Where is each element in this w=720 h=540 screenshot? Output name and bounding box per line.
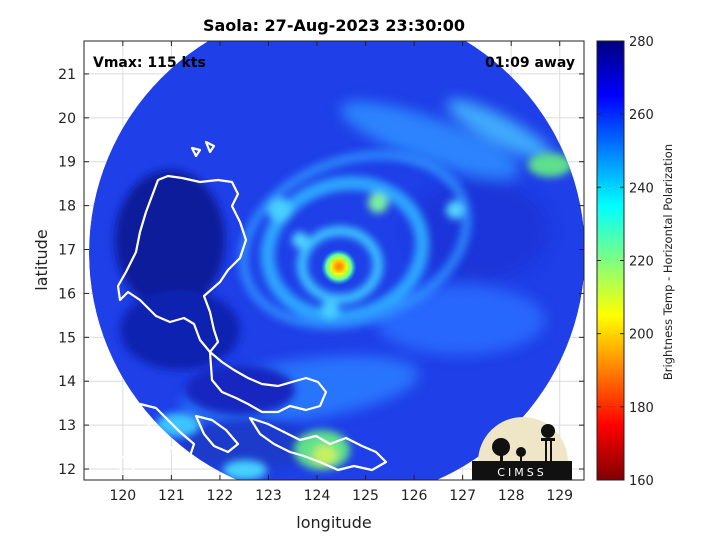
coastline: [116, 140, 388, 478]
y-tick-label: 17: [58, 243, 76, 259]
x-tick-label: 129: [546, 488, 573, 504]
y-tick-label: 14: [58, 374, 76, 390]
x-tick-label: 124: [304, 488, 331, 504]
x-tick-label: 123: [255, 488, 282, 504]
x-axis-label: longitude: [296, 513, 371, 532]
y-tick-label: 19: [58, 155, 76, 171]
axes-frame: [83, 40, 585, 481]
y-tick-label: 21: [58, 67, 76, 83]
colorbar-tick-label: 160: [629, 474, 654, 489]
colorbar-tick-label: 200: [629, 328, 654, 343]
y-tick-label: 20: [58, 111, 76, 127]
colorbar-label: Brightness Temp - Horizontal Polarizatio…: [661, 144, 675, 380]
time-away-annotation: 01:09 away: [485, 55, 575, 71]
x-tick-label: 121: [158, 488, 185, 504]
logo-text: CIMSS: [497, 466, 546, 479]
y-tick-label: 12: [58, 462, 76, 478]
y-tick-label: 15: [58, 330, 76, 346]
x-tick-label: 127: [449, 488, 476, 504]
colorbar-tick-label: 220: [629, 255, 654, 270]
cimss-logo: CIMSS: [472, 417, 572, 480]
colorbar-tick-label: 240: [629, 181, 654, 196]
brightness-temp-swath: [89, 41, 584, 480]
x-tick-label: 128: [498, 488, 525, 504]
y-tick-label: 13: [58, 418, 76, 434]
chart-title: Saola: 27-Aug-2023 23:30:00: [203, 16, 465, 35]
y-axis: 12 13 14 15 16 17 18 19 20 21: [58, 67, 584, 478]
colorbar-tick-label: 280: [629, 35, 654, 50]
colorbar: [596, 40, 625, 481]
vmax-annotation: Vmax: 115 kts: [93, 55, 206, 71]
y-tick-label: 18: [58, 199, 76, 215]
y-axis-label: latitude: [32, 229, 51, 290]
x-tick-label: 120: [109, 488, 136, 504]
x-tick-label: 122: [207, 488, 234, 504]
colorbar-tick-label: 260: [629, 108, 654, 123]
x-axis: 120 121 122 123 124 125 126 127 128 129: [109, 41, 573, 504]
x-tick-label: 126: [401, 488, 428, 504]
x-tick-label: 125: [352, 488, 379, 504]
colorbar-tick-label: 180: [629, 401, 654, 416]
colorbar-ticks: 160 180 200 220 240 260 280: [597, 35, 654, 489]
y-tick-label: 16: [58, 286, 76, 302]
